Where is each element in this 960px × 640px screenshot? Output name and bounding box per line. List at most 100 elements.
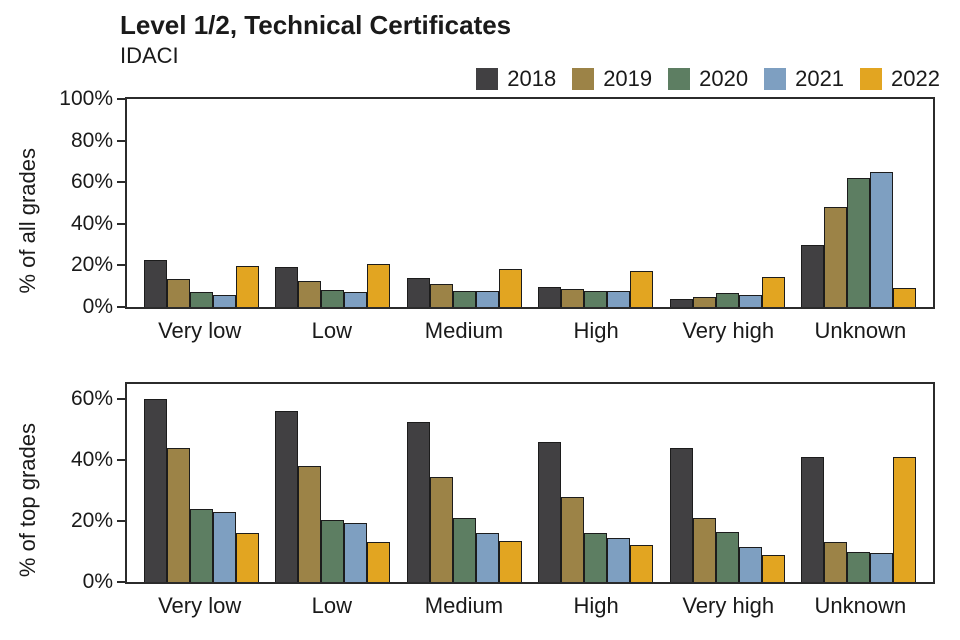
bar-2022-medium <box>498 541 522 582</box>
bar-2018-very-low <box>143 260 167 307</box>
bar-group-very-low <box>143 399 259 582</box>
bar-group-low <box>275 411 391 582</box>
bar-2019-low <box>298 281 322 307</box>
bar-2022-high <box>630 545 654 582</box>
legend-entry-2019: 2019 <box>572 66 652 92</box>
bar-2021-low <box>344 292 368 307</box>
bar-2019-unknown <box>824 207 848 307</box>
chart-title: Level 1/2, Technical Certificates <box>120 10 512 40</box>
bar-2022-high <box>630 271 654 307</box>
bar-2020-unknown <box>847 552 871 582</box>
x-tick-label: Unknown <box>814 318 907 343</box>
bar-2020-very-high <box>715 293 739 307</box>
y-tick-label: 80% <box>70 128 113 152</box>
legend-label-2022: 2022 <box>891 66 940 91</box>
chart-top-grades: % of top grades 0% 20% 40% 60% Very low Low M… <box>15 382 935 619</box>
bar-2021-medium <box>475 533 499 582</box>
bar-2019-very-high <box>692 518 716 582</box>
y-tick-label: 40% <box>70 448 113 472</box>
y-tick-label: 100% <box>59 87 113 110</box>
y-tick-mark <box>117 98 125 100</box>
bar-2022-very-high <box>761 277 785 307</box>
bar-2020-very-low <box>189 292 213 307</box>
y-tick-mark <box>117 459 125 462</box>
y-tick-label: 20% <box>70 253 113 277</box>
x-tick-label: Medium <box>424 593 504 618</box>
y-axis-title-text: % of top grades <box>15 423 40 578</box>
x-tick-label: Unknown <box>814 593 907 618</box>
legend-label-2018: 2018 <box>507 66 557 91</box>
bar-2021-high <box>607 291 631 307</box>
bar-2020-medium <box>452 291 476 307</box>
bar-group-very-low <box>143 260 259 307</box>
bar-2018-high <box>538 287 562 307</box>
x-tick-label: Low <box>311 593 352 618</box>
y-tick-label: 60% <box>70 387 113 411</box>
bar-group-high <box>538 442 654 582</box>
chart-subtitle: IDACI <box>120 43 179 68</box>
bar-2018-low <box>275 411 299 582</box>
x-tick-label: Very high <box>682 318 775 343</box>
bar-group-unknown <box>801 457 917 582</box>
bar-2018-low <box>275 267 299 307</box>
y-axis-title-text: % of all grades <box>15 147 40 294</box>
bar-2019-very-low <box>166 448 190 582</box>
legend-entry-2018: 2018 <box>476 66 556 92</box>
bar-2018-very-low <box>143 399 167 582</box>
y-tick-mark <box>117 264 125 267</box>
legend-swatch-2019 <box>572 68 595 90</box>
legend-label-2020: 2020 <box>699 66 749 91</box>
legend-label-2021: 2021 <box>795 66 845 91</box>
bar-2021-unknown <box>870 553 894 582</box>
legend-label-2019: 2019 <box>603 66 653 91</box>
legend-swatch-2018 <box>476 68 499 90</box>
y-tick-mark <box>117 139 125 142</box>
y-tick-mark <box>117 306 125 308</box>
bar-2019-very-high <box>692 297 716 307</box>
x-tick-label: Very low <box>158 318 242 343</box>
x-tick-label: Very high <box>682 593 775 618</box>
bar-2022-very-high <box>761 555 785 582</box>
plot-area: 0% 20% 40% 60% <box>71 382 935 593</box>
bar-2020-high <box>584 291 608 307</box>
legend-swatch-2020 <box>668 68 691 90</box>
bar-2019-high <box>561 497 585 582</box>
bar-2018-unknown <box>801 245 825 307</box>
bar-2020-low <box>321 520 345 582</box>
bar-2021-very-low <box>212 295 236 307</box>
bar-group-medium <box>406 269 522 307</box>
bar-2018-very-high <box>669 448 693 582</box>
bar-2021-high <box>607 538 631 582</box>
bar-group-unknown <box>801 172 917 307</box>
bar-2020-medium <box>452 518 476 582</box>
bar-2022-very-low <box>235 533 259 582</box>
y-tick-label: 60% <box>70 170 113 194</box>
x-tick-label: Very low <box>158 593 242 618</box>
bar-2018-medium <box>406 422 430 582</box>
bar-2018-medium <box>406 278 430 307</box>
bar-2020-unknown <box>847 178 871 307</box>
bar-2019-medium <box>429 284 453 307</box>
y-axis-title: % of top grades <box>13 382 43 619</box>
y-tick-label: 0% <box>82 295 113 318</box>
bar-2020-very-high <box>715 532 739 582</box>
bar-2018-high <box>538 442 562 582</box>
y-tick-mark <box>117 398 125 401</box>
legend-entry-2022: 2022 <box>860 66 940 92</box>
bar-2019-unknown <box>824 542 848 582</box>
bar-group-medium <box>406 422 522 582</box>
y-axis-title: % of all grades <box>13 97 43 344</box>
x-tick-label: Low <box>311 318 352 343</box>
bar-group-high <box>538 271 654 307</box>
bar-2021-medium <box>475 291 499 307</box>
bar-2021-very-high <box>738 547 762 582</box>
plot-area: 0% 20% 40% 60% 80% 100% <box>59 87 935 318</box>
bar-2022-very-low <box>235 266 259 307</box>
bar-2021-very-low <box>212 512 236 582</box>
bar-2020-high <box>584 533 608 582</box>
legend-swatch-2021 <box>764 68 787 90</box>
chart-all-grades: % of all grades 0% 20% 40% 60% 80% 100% Very … <box>15 87 935 344</box>
y-tick-mark <box>117 222 125 225</box>
legend-entry-2021: 2021 <box>764 66 844 92</box>
